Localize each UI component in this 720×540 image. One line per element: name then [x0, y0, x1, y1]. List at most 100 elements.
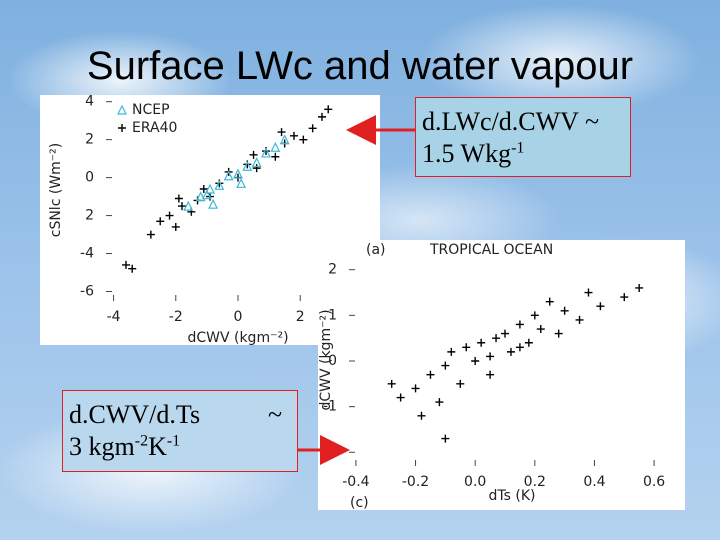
point: [477, 338, 486, 347]
x-tick-label: 0.6: [643, 474, 665, 490]
point: [277, 128, 286, 137]
point: [261, 147, 271, 158]
point: [441, 434, 450, 443]
point: [635, 283, 644, 292]
point: [447, 347, 456, 356]
point: [324, 105, 333, 114]
point: [387, 379, 396, 388]
point: [252, 164, 261, 173]
point: [471, 357, 480, 365]
point: [435, 398, 444, 407]
point: [492, 334, 501, 343]
y-tick-label: 4: [85, 94, 94, 110]
y-tick-label: 0: [85, 170, 94, 186]
x-tick-label: -2: [169, 309, 183, 325]
x-axis-label: dTs (K): [489, 488, 536, 504]
point: [441, 361, 450, 370]
point: [554, 329, 563, 338]
y-tick-label: -4: [80, 246, 94, 262]
x-tick-label: 0.0: [464, 474, 486, 490]
x-tick-label: -0.2: [402, 474, 429, 490]
point: [524, 338, 533, 347]
callout-text: d.LWc/d.CWV ~: [422, 107, 600, 136]
x-tick-label: 0: [234, 309, 243, 325]
point: [183, 200, 194, 211]
point: [426, 370, 435, 379]
point: [530, 311, 539, 320]
point: [271, 152, 280, 161]
point: [178, 202, 186, 211]
callout: d.LWc/d.CWV ~ 1.5 Wkg-1: [415, 97, 631, 177]
superscript: -1: [166, 432, 181, 450]
point: [486, 352, 495, 361]
point: [279, 134, 290, 145]
legend-label: NCEP: [132, 102, 170, 118]
y-tick-label: 2: [85, 132, 94, 148]
y-tick-label: 0: [328, 353, 337, 369]
point: [515, 343, 524, 352]
point: [195, 191, 206, 202]
legend-marker: [118, 124, 126, 132]
point: [560, 306, 569, 315]
point: [536, 325, 545, 334]
point: [417, 411, 426, 420]
callout-text: ~: [268, 400, 283, 429]
superscript: -1: [511, 139, 525, 157]
legend-marker: [117, 104, 127, 115]
x-tick-label: 0.2: [524, 474, 546, 490]
point: [236, 177, 247, 188]
y-tick-label: -6: [80, 284, 94, 300]
point: [242, 160, 253, 171]
superscript: -2: [134, 432, 149, 450]
callout-text: 1.5 Wkg: [422, 139, 512, 168]
point: [270, 141, 281, 152]
point: [249, 150, 258, 159]
point: [456, 379, 465, 388]
point: [411, 384, 420, 393]
point: [146, 230, 155, 239]
point: [290, 131, 298, 140]
legend-label: ERA40: [132, 120, 177, 136]
point: [205, 183, 215, 194]
slide-title: Surface LWc and water vapour: [86, 44, 634, 88]
point: [122, 260, 130, 269]
y-tick-label: 1: [328, 307, 337, 323]
x-axis-label: dCWV (kgm⁻²): [187, 330, 288, 346]
point: [199, 185, 208, 194]
y-tick-label: -1: [323, 399, 337, 415]
point: [214, 179, 225, 190]
point: [223, 170, 234, 181]
point: [128, 264, 137, 273]
point: [201, 189, 212, 200]
y-axis-label: cSNlc (Wm⁻²): [48, 143, 64, 238]
point: [501, 329, 509, 338]
point: [308, 124, 317, 133]
point: [299, 135, 308, 144]
point: [156, 217, 165, 226]
panel-footnote: (c): [350, 495, 369, 511]
chart-background: [318, 240, 685, 510]
point: [584, 288, 593, 297]
y-tick-label: 2: [85, 208, 94, 224]
callout: d.CWV/d.Ts ~ 3 kgm-2K-1: [62, 390, 298, 472]
callout-text: K: [148, 432, 167, 461]
point: [596, 302, 605, 311]
y-tick-label: -2: [323, 444, 337, 460]
point: [318, 112, 326, 121]
point: [174, 194, 183, 203]
chart-right: -2 -1 0 1 2 -0.4 -0.2 0.0 0.2 0.4 0.6 dTs (K) dCWV (…: [318, 240, 685, 511]
point: [506, 347, 515, 356]
y-axis-label: dCWV (kgm⁻²): [318, 309, 334, 410]
point: [251, 157, 262, 168]
x-tick-label: -0.4: [342, 474, 369, 490]
x-tick-label: -4: [107, 309, 121, 325]
y-tick-label: 2: [328, 262, 337, 278]
point: [486, 370, 495, 379]
point: [575, 315, 584, 324]
point: [462, 343, 471, 352]
x-tick-label: 0.4: [583, 474, 605, 490]
point: [165, 211, 174, 220]
point: [208, 198, 219, 209]
